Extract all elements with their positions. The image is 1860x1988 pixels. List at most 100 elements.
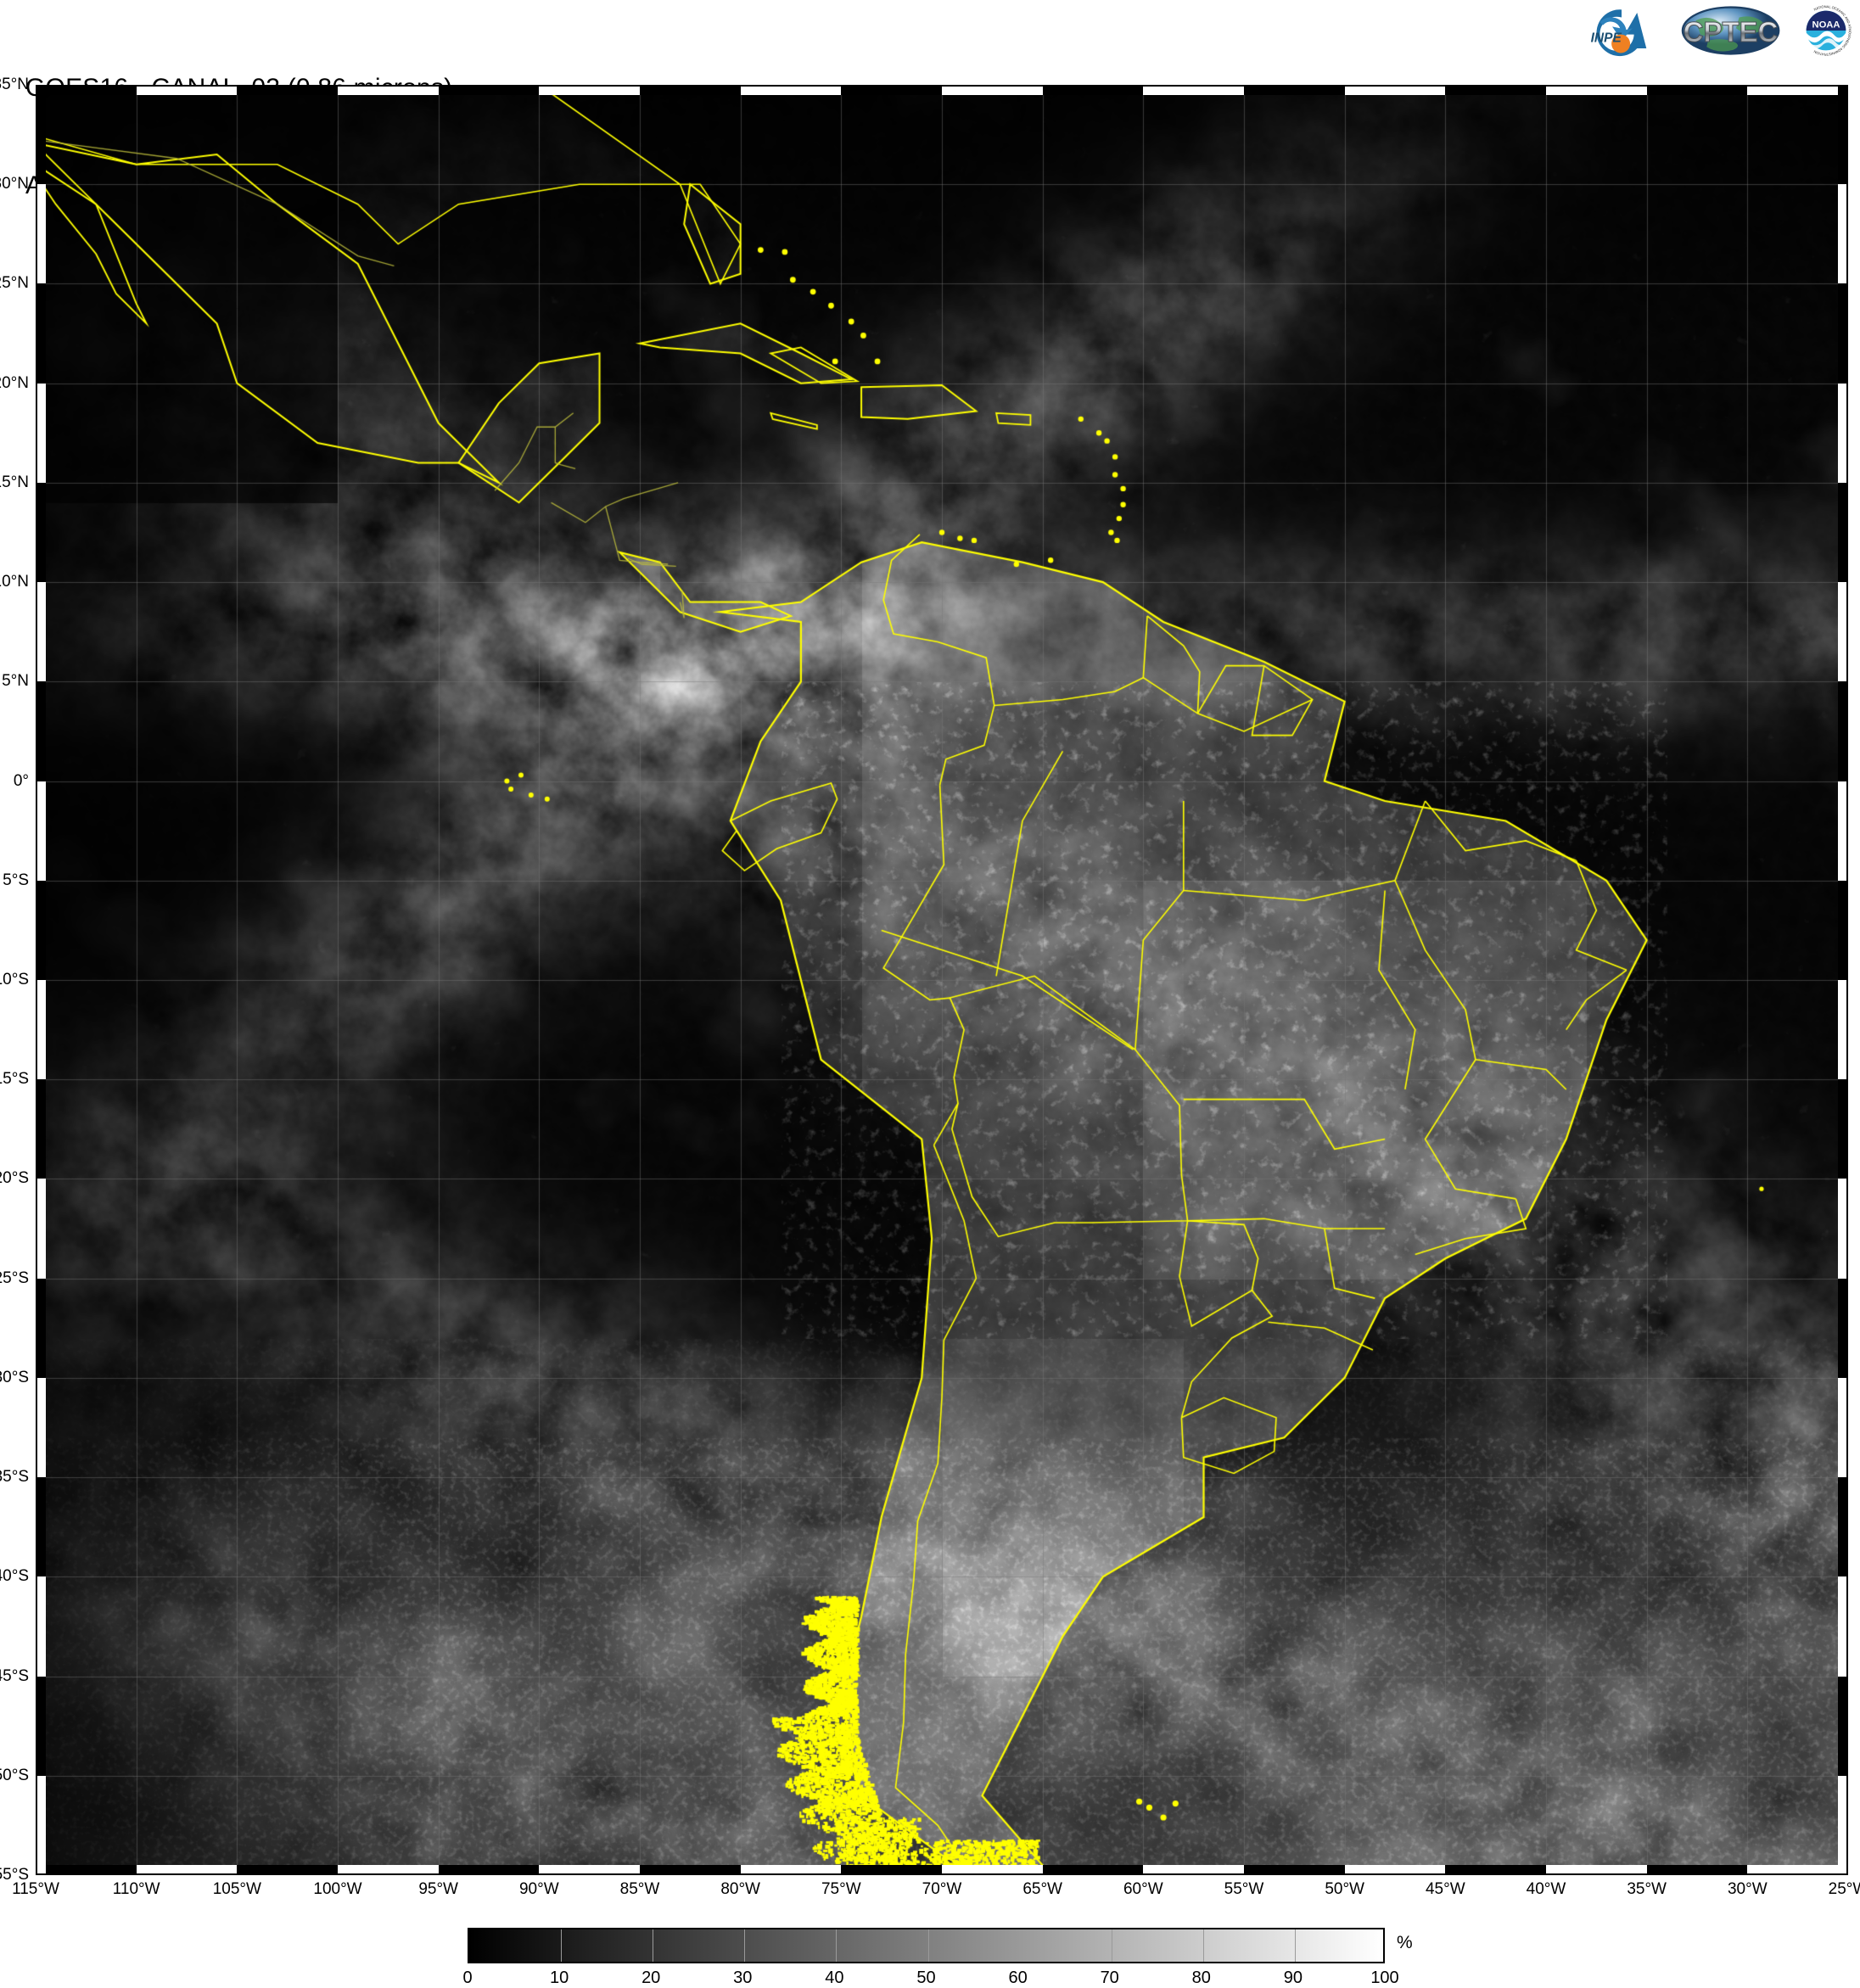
- border-bottom-segment: [539, 1865, 640, 1875]
- border-bottom-segment: [740, 1865, 842, 1875]
- border-right-segment: [1838, 880, 1848, 980]
- noaa-logo: NOAA NATIONAL OCEANIC AND ATMOSPHERIC AD…: [1801, 4, 1852, 57]
- x-axis-labels: 115°W 110°W 105°W 100°W 95°W 90°W 85°W 80°W 75°W…: [12, 1880, 1860, 1909]
- border-top-segment: [1747, 85, 1848, 95]
- border-top-segment: [136, 85, 238, 95]
- colorbar-tick-label: 100: [1370, 1968, 1399, 1987]
- colorbar-separator: [1202, 1929, 1204, 1962]
- border-left-segment: [36, 1278, 46, 1378]
- border-bottom-segment: [438, 1865, 540, 1875]
- border-bottom-segment: [136, 1865, 238, 1875]
- y-tick-label: 35°N: [0, 76, 29, 93]
- border-left-segment: [36, 85, 46, 185]
- y-tick-label: 15°N: [0, 473, 29, 491]
- border-bottom-segment: [841, 1865, 942, 1875]
- border-right-segment: [1838, 781, 1848, 881]
- colorbar-tick-label: 30: [733, 1968, 753, 1987]
- border-right-segment: [1838, 383, 1848, 483]
- colorbar-tick-label: 10: [549, 1968, 569, 1987]
- colorbar-separator: [1019, 1929, 1021, 1962]
- header-bar: GOES16 - CANAL_03 (0.86 microns) América…: [0, 0, 1860, 199]
- x-tick-label: 75°W: [821, 1880, 861, 1898]
- x-tick-label: 85°W: [619, 1880, 660, 1898]
- x-tick-label: 25°W: [1828, 1880, 1860, 1898]
- x-tick-label: 45°W: [1425, 1880, 1465, 1898]
- border-top-segment: [1445, 85, 1546, 95]
- border-left-segment: [36, 1179, 46, 1279]
- border-top-segment: [36, 85, 137, 95]
- colorbar-tick-label: 70: [1100, 1968, 1119, 1987]
- colorbar-gradient[interactable]: [468, 1928, 1385, 1963]
- y-tick-label: 55°S: [0, 1866, 29, 1884]
- x-tick-label: 60°W: [1123, 1880, 1163, 1898]
- border-right-segment: [1838, 1377, 1848, 1478]
- border-right-segment: [1838, 1676, 1848, 1776]
- border-top-segment: [1042, 85, 1144, 95]
- border-top-segment: [237, 85, 338, 95]
- border-top-segment: [1344, 85, 1446, 95]
- border-left-segment: [36, 681, 46, 781]
- colorbar-unit-label: %: [1397, 1933, 1413, 1952]
- y-tick-label: 20°S: [0, 1169, 29, 1188]
- border-right-segment: [1838, 582, 1848, 682]
- y-tick-label: 25°N: [0, 274, 29, 293]
- border-top-segment: [841, 85, 942, 95]
- border-bottom-segment: [237, 1865, 338, 1875]
- inpe-logo: INPE: [1591, 9, 1647, 57]
- colorbar-separator: [836, 1929, 838, 1962]
- border-right-segment: [1838, 283, 1848, 384]
- x-tick-label: 55°W: [1224, 1880, 1264, 1898]
- y-axis-labels: 35°N 30°N 25°N 20°N 15°N 10°N 5°N 0° 5°S 10°S 15°S…: [0, 76, 36, 1884]
- x-tick-label: 105°W: [212, 1880, 261, 1898]
- border-bottom-segment: [1042, 1865, 1144, 1875]
- border-top-segment: [1244, 85, 1345, 95]
- border-left-segment: [36, 1477, 46, 1577]
- border-bottom-segment: [1747, 1865, 1848, 1875]
- colorbar-separator: [1294, 1929, 1296, 1962]
- border-right-segment: [1838, 1179, 1848, 1279]
- cptec-logo-text: CPTEC: [1684, 16, 1779, 48]
- border-right-segment: [1838, 1477, 1848, 1577]
- border-left-segment: [36, 781, 46, 881]
- colorbar-tick-label: 40: [825, 1968, 844, 1987]
- border-top-segment: [1143, 85, 1244, 95]
- inpe-logo-text: INPE: [1591, 31, 1622, 46]
- border-left-segment: [36, 1079, 46, 1179]
- border-top-segment: [1546, 85, 1647, 95]
- y-tick-label: 35°S: [0, 1468, 29, 1487]
- y-tick-label: 25°S: [0, 1268, 29, 1287]
- border-right-segment: [1838, 85, 1848, 185]
- map-overlay-layer: [36, 85, 1848, 1875]
- satellite-image-plot[interactable]: [36, 85, 1848, 1875]
- border-left-segment: [36, 582, 46, 682]
- logo-bar: INPE CPTEC: [1577, 2, 1853, 59]
- border-bottom-segment: [1344, 1865, 1446, 1875]
- y-tick-label: 45°S: [0, 1666, 29, 1685]
- border-left-segment: [36, 383, 46, 483]
- x-tick-label: 110°W: [112, 1880, 160, 1898]
- y-tick-label: 5°N: [2, 672, 29, 691]
- y-tick-label: 30°S: [0, 1368, 29, 1386]
- border-top-segment: [640, 85, 741, 95]
- border-top-segment: [338, 85, 439, 95]
- border-bottom-segment: [36, 1865, 137, 1875]
- colorbar-block: % 0 10 20 30 40 50 60 70 80 90 100: [0, 1919, 1860, 1987]
- border-top-segment: [1646, 85, 1748, 95]
- x-tick-label: 80°W: [720, 1880, 760, 1898]
- y-tick-label: 5°S: [3, 871, 29, 889]
- border-bottom-segment: [1244, 1865, 1345, 1875]
- y-tick-label: 20°N: [0, 373, 29, 392]
- border-left-segment: [36, 184, 46, 284]
- x-tick-label: 65°W: [1022, 1880, 1062, 1898]
- border-right-segment: [1838, 1576, 1848, 1677]
- border-right-segment: [1838, 681, 1848, 781]
- x-tick-label: 70°W: [922, 1880, 962, 1898]
- border-left-segment: [36, 482, 46, 583]
- colorbar-tick-label: 90: [1283, 1968, 1303, 1987]
- colorbar-tick-label: 50: [916, 1968, 936, 1987]
- y-tick-label: 0°: [13, 771, 29, 790]
- cptec-logo: CPTEC: [1681, 6, 1780, 55]
- border-left-segment: [36, 1576, 46, 1677]
- border-left-segment: [36, 1775, 46, 1875]
- border-left-segment: [36, 1676, 46, 1776]
